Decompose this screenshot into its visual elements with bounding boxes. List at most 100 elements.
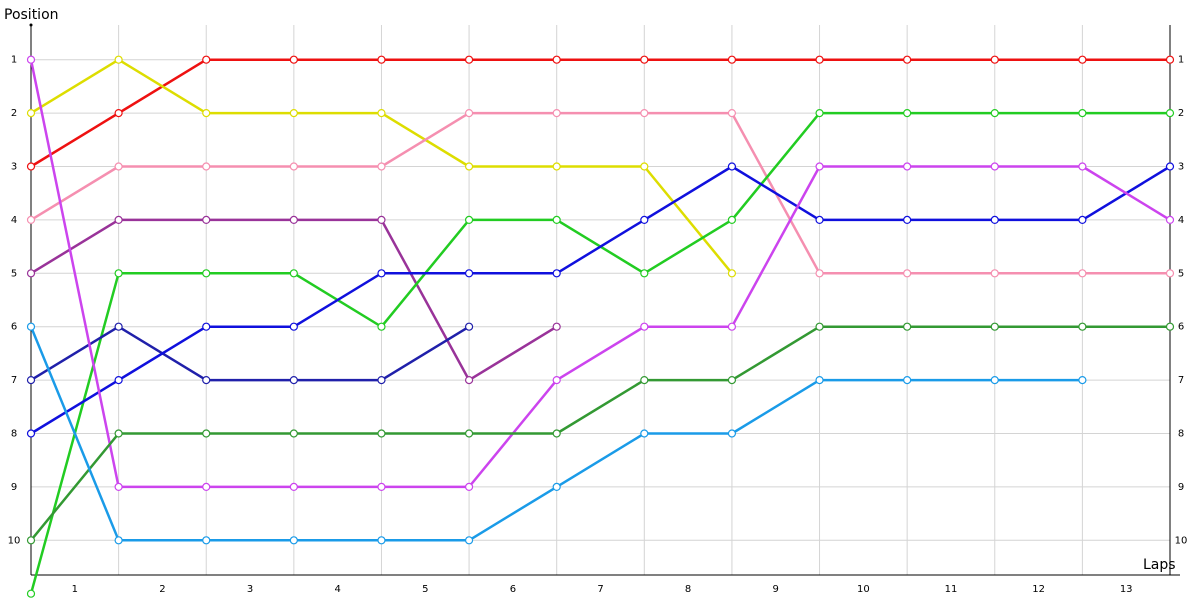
point — [114, 322, 123, 331]
point — [1078, 322, 1087, 331]
x-tick-label: 7 — [597, 584, 603, 595]
point — [1078, 109, 1087, 118]
point — [903, 375, 912, 385]
point — [727, 269, 737, 278]
y-tick-label: 8 — [11, 428, 17, 439]
x-axis-title: Laps — [1143, 557, 1176, 573]
x-tick-label: 3 — [247, 584, 253, 595]
point — [114, 109, 123, 118]
point — [26, 162, 36, 171]
x-tick-label: 8 — [685, 584, 691, 595]
point — [815, 55, 824, 64]
point — [640, 322, 649, 331]
x-tick-label: 13 — [1120, 584, 1133, 595]
point — [1165, 269, 1175, 278]
series-line — [30, 325, 1170, 542]
point — [26, 109, 36, 118]
y-tick-label-right: 5 — [1178, 268, 1184, 279]
point — [1078, 375, 1087, 385]
point — [289, 322, 298, 331]
point — [727, 162, 737, 171]
y-tick-label: 4 — [11, 215, 17, 226]
x-tick-label: 5 — [422, 584, 428, 595]
point — [464, 269, 474, 278]
point — [640, 269, 649, 278]
point — [26, 536, 36, 545]
point — [202, 162, 211, 171]
point — [202, 429, 211, 438]
point — [1165, 322, 1175, 331]
point — [990, 322, 999, 331]
point — [1078, 215, 1087, 225]
point — [289, 109, 298, 118]
x-tick-label: 12 — [1032, 584, 1045, 595]
point — [990, 55, 999, 64]
point — [990, 162, 999, 171]
point — [464, 536, 474, 545]
point — [1078, 55, 1087, 64]
x-tick-label: 1 — [72, 584, 78, 595]
point — [464, 215, 474, 225]
point — [289, 482, 298, 491]
y-tick-label-right: 7 — [1178, 375, 1184, 386]
point — [815, 162, 824, 171]
y-tick-label: 7 — [11, 375, 17, 386]
x-tick-label: 2 — [159, 584, 165, 595]
point — [464, 375, 474, 385]
point — [464, 482, 474, 491]
point — [903, 109, 912, 118]
point — [990, 109, 999, 118]
y-tick-label-right: 10 — [1175, 535, 1188, 546]
point — [815, 375, 824, 385]
point — [289, 215, 298, 225]
y-tick-label: 9 — [11, 482, 17, 493]
y-tick-label-right: 4 — [1178, 215, 1184, 226]
point — [114, 162, 123, 171]
y-tick-label-right: 3 — [1178, 162, 1184, 173]
point — [377, 215, 386, 225]
series-line — [30, 58, 1170, 168]
point — [640, 375, 649, 385]
point — [26, 589, 36, 598]
point — [202, 322, 211, 331]
point — [727, 215, 737, 225]
x-tick-label: 6 — [510, 584, 516, 595]
point — [727, 375, 737, 385]
point — [1078, 162, 1087, 171]
point — [114, 55, 123, 64]
point — [903, 162, 912, 171]
point — [464, 109, 474, 118]
point — [727, 322, 737, 331]
point — [552, 429, 561, 438]
point — [1078, 269, 1087, 278]
point — [377, 536, 386, 545]
point — [1165, 215, 1175, 225]
x-tick-label: 11 — [945, 584, 958, 595]
point — [26, 269, 36, 278]
point — [26, 375, 36, 385]
series-line — [30, 165, 1171, 435]
point — [903, 215, 912, 225]
point — [640, 162, 649, 171]
point — [552, 482, 561, 491]
y-tick-label-right: 1 — [1178, 55, 1184, 66]
x-tick-label: 4 — [334, 584, 340, 595]
point — [552, 215, 561, 225]
point — [1165, 109, 1175, 118]
point — [1165, 55, 1175, 64]
point — [990, 215, 999, 225]
axis-arrow — [29, 23, 33, 27]
point — [114, 482, 123, 491]
point — [114, 429, 123, 438]
point — [903, 269, 912, 278]
point — [202, 482, 211, 491]
point — [815, 215, 824, 225]
point — [464, 162, 474, 171]
point — [377, 162, 386, 171]
point — [289, 375, 298, 385]
point — [114, 536, 123, 545]
point — [114, 215, 123, 225]
point — [727, 55, 737, 64]
point — [815, 109, 824, 118]
